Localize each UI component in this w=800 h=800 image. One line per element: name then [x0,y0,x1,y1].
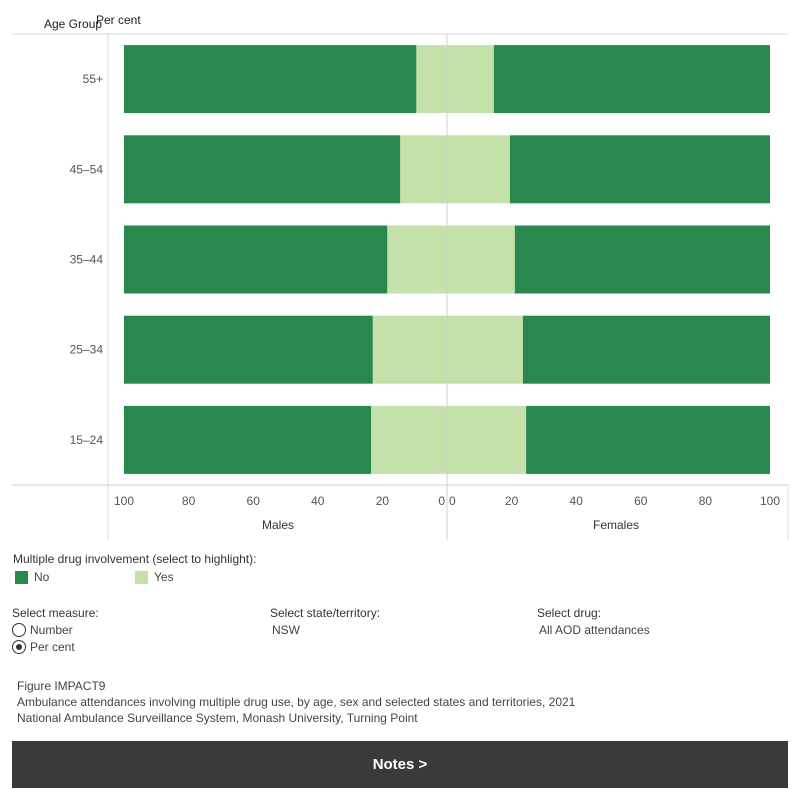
bar-females-yes[interactable] [447,315,523,384]
bar-males-yes[interactable] [400,135,447,204]
bar-males-yes[interactable] [371,405,447,474]
radio-number-label: Number [30,623,73,637]
x-tick-females: 0 [449,494,456,508]
legend-label-no: No [34,570,50,584]
legend-item-yes[interactable]: Yes [135,570,174,584]
x-tick-males: 20 [376,494,390,508]
females-axis-title: Females [593,518,639,532]
x-tick-males: 60 [247,494,261,508]
notes-button[interactable]: Notes > [12,741,788,788]
age-label: 35–44 [70,253,104,267]
figure-number: Figure IMPACT9 [17,679,106,693]
x-tick-females: 20 [505,494,519,508]
radio-number[interactable]: Number [12,623,73,637]
x-tick-males: 40 [311,494,325,508]
bar-females-no[interactable] [493,45,770,114]
age-label: 15–24 [70,433,104,447]
bar-females-no[interactable] [514,225,770,294]
males-axis-title: Males [262,518,294,532]
age-label: 25–34 [70,343,104,357]
bar-males-yes[interactable] [416,45,447,114]
bar-males-no[interactable] [124,225,388,294]
drug-label: Select drug: [537,606,602,620]
x-tick-females: 80 [699,494,713,508]
bar-females-yes[interactable] [447,405,527,474]
legend-label-yes: Yes [154,570,174,584]
bar-males-yes[interactable] [372,315,447,384]
bar-males-no[interactable] [124,45,417,114]
legend-swatch-no [15,570,28,584]
x-tick-males: 80 [182,494,196,508]
x-tick-females: 100 [760,494,780,508]
bar-females-yes[interactable] [447,45,494,114]
bar-males-no[interactable] [124,315,373,384]
value-header: Per cent [96,13,141,27]
bar-females-yes[interactable] [447,135,510,204]
bar-males-no[interactable] [124,135,401,204]
x-tick-females: 40 [570,494,584,508]
chart: 55+ 45–54 35–44 25–34 15–24 100 80 60 40 20 0 0 20 40… [12,13,789,540]
radio-number-circle[interactable] [12,623,26,637]
radio-per-cent-circle[interactable] [12,640,26,654]
bar-females-no[interactable] [522,315,770,384]
figure-source: National Ambulance Surveillance System, … [17,711,418,725]
bar-females-no[interactable] [526,405,770,474]
x-tick-males: 0 [438,494,445,508]
legend-title: Multiple drug involvement (select to hig… [13,552,257,566]
legend-swatch-yes [135,570,148,584]
radio-per-cent-label: Per cent [30,640,75,654]
state-label: Select state/territory: [270,606,381,620]
radio-per-cent[interactable]: Per cent [12,640,75,654]
bar-females-no[interactable] [509,135,770,204]
x-tick-males: 100 [114,494,134,508]
bar-males-no[interactable] [124,405,372,474]
legend-item-no[interactable]: No [15,570,49,584]
bar-females-yes[interactable] [447,225,515,294]
state-select[interactable]: NSW [272,623,300,637]
age-label: 55+ [83,72,103,86]
age-label: 45–54 [70,162,104,176]
figure-title: Ambulance attendances involving multiple… [17,695,576,709]
measure-label: Select measure: [12,606,99,620]
row-header: Age Group [44,17,102,31]
drug-select[interactable]: All AOD attendances [539,623,650,637]
bar-males-yes[interactable] [387,225,447,294]
x-tick-females: 60 [634,494,648,508]
